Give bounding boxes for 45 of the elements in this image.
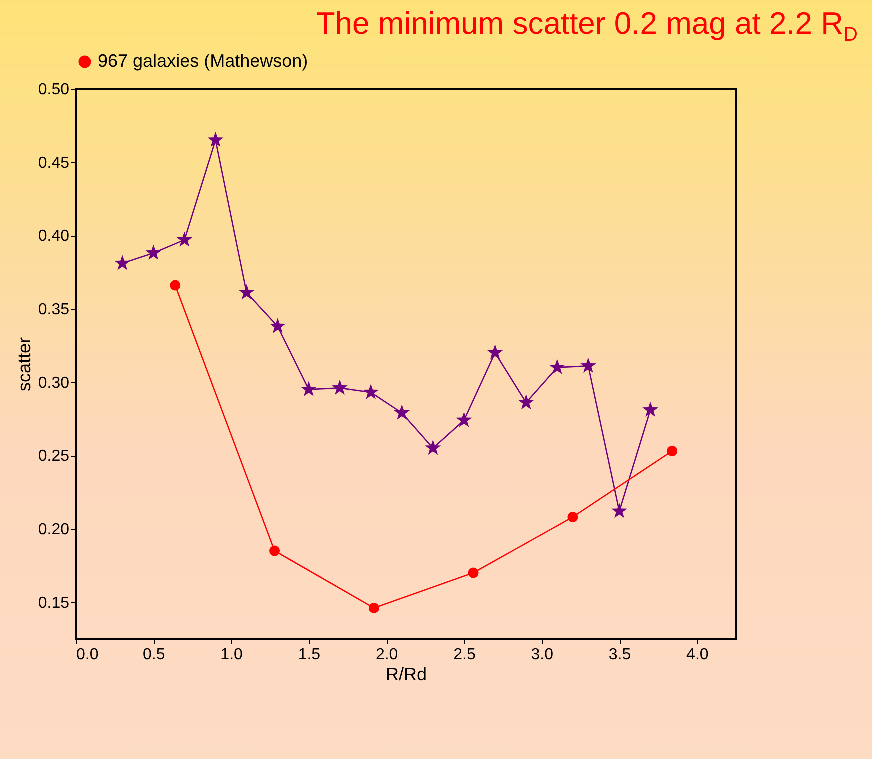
point (146, 244, 162, 260)
point (300, 381, 317, 396)
y-tick-label: 0.40 (38, 228, 70, 246)
point (176, 232, 193, 247)
x-tick-label: 4.0 (686, 646, 709, 664)
point (270, 318, 286, 334)
y-tick-label: 0.20 (38, 522, 70, 538)
legend-label: 967 galaxies (Mathewson) (98, 51, 308, 71)
y-tick-label: 0.50 (38, 82, 70, 98)
chart-title: The minimum scatter 0.2 mag at 2.2 R$_{D}$ (316, 6, 858, 48)
point (456, 412, 472, 428)
point (468, 568, 479, 578)
x-tick-label: 1.5 (298, 646, 321, 664)
y-axis-title: scatter (14, 337, 34, 392)
point (238, 284, 255, 300)
x-axis-title: R/Rd (386, 664, 428, 684)
x-tick-label: 2.5 (454, 646, 476, 664)
point (114, 255, 131, 270)
y-tick-label: 0.35 (38, 302, 70, 318)
point (568, 512, 578, 522)
point (667, 446, 678, 456)
x-tick-label: 2.0 (376, 646, 398, 664)
point (208, 132, 224, 148)
point (518, 394, 534, 410)
point (394, 404, 410, 420)
x-tick-label: 0.0 (76, 646, 99, 664)
x-tick-label: 1.0 (220, 646, 244, 664)
x-tick-label: 3.0 (531, 646, 554, 664)
y-tick-label: 0.15 (38, 594, 70, 612)
y-tick-label: 0.30 (38, 374, 70, 392)
point (580, 358, 596, 373)
point (363, 384, 380, 400)
y-tick-label: 0.25 (38, 448, 70, 466)
x-tick-label: 3.5 (608, 646, 632, 664)
point (612, 503, 628, 518)
point (170, 280, 181, 291)
point (425, 440, 442, 456)
y-tick-label: 0.45 (38, 154, 70, 172)
point (549, 359, 566, 374)
point (332, 380, 348, 395)
x-tick-label: 0.5 (143, 646, 166, 664)
point (487, 344, 504, 360)
point (270, 546, 280, 556)
point (368, 602, 380, 614)
point (642, 402, 659, 417)
